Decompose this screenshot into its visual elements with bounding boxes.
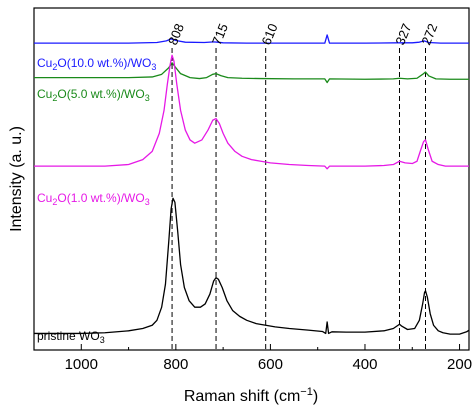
series-line-2	[34, 54, 469, 170]
series-label-5wt: Cu2O(5.0 wt.%)/WO3	[37, 87, 150, 103]
series-lines	[34, 34, 470, 335]
x-axis-title: Raman shift (cm−1)	[184, 386, 318, 405]
peak-lines	[171, 48, 426, 350]
x-tick-label-800: 800	[163, 356, 188, 373]
y-axis-title: Intensity (a. u.)	[8, 126, 25, 232]
x-tick-label-400: 400	[352, 356, 377, 373]
series-label-pristine: pristine WO3	[37, 329, 105, 345]
series-label-1wt: Cu2O(1.0 wt.%)/WO3	[37, 191, 150, 207]
peak-label-808: 808	[165, 21, 187, 47]
series-line-0	[34, 34, 469, 44]
x-ticks: 1000 800 600 400 200	[33, 344, 472, 373]
series-line-3	[34, 197, 470, 335]
x-tick-label-200: 200	[447, 356, 472, 373]
x-tick-label-600: 600	[258, 356, 283, 373]
x-tick-label-1000: 1000	[65, 356, 98, 373]
plot-frame	[33, 7, 470, 351]
series-label-10wt: Cu2O(10.0 wt.%)/WO3	[37, 56, 156, 72]
series-line-1	[34, 62, 469, 84]
